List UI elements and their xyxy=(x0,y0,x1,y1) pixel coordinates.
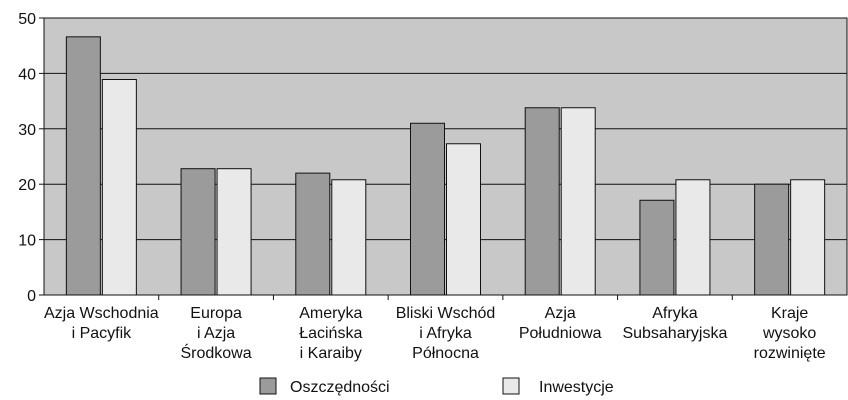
legend-swatch-inwestycje xyxy=(502,377,520,395)
x-category-label-line: Północna xyxy=(412,345,479,362)
x-category-label-line: i Afryka xyxy=(419,325,472,342)
bar-inwestycje xyxy=(216,168,252,296)
legend-swatch-oszczednosci xyxy=(259,377,277,395)
x-category-label-line: i Karaiby xyxy=(300,345,362,362)
x-category-label: Ameryka Łacińska i Karaiby xyxy=(299,305,362,362)
x-category-label-line: wysoko xyxy=(762,325,816,342)
x-category-label-line: Europa xyxy=(190,305,242,322)
bar-oszczednosci xyxy=(754,183,790,296)
x-category-label-line: Środkowa xyxy=(180,343,251,362)
bar-oszczednosci xyxy=(65,36,101,296)
bar-oszczednosci xyxy=(524,107,560,296)
x-category-label: Europa i Azja Środkowa xyxy=(180,305,251,362)
x-category-label-line: Azja xyxy=(545,305,576,322)
bar-inwestycje xyxy=(790,179,826,296)
x-category-label: Kraje wysoko rozwinięte xyxy=(754,305,826,362)
plot-area xyxy=(43,17,848,296)
bar-inwestycje xyxy=(331,179,367,296)
legend: Oszczędności Inwestycje xyxy=(259,377,614,396)
bar-oszczednosci xyxy=(410,122,445,296)
x-category-label-line: Azja Wschodnia xyxy=(44,305,159,322)
bar-oszczednosci xyxy=(639,199,675,296)
x-category-label: Bliski Wschód i Afryka Północna xyxy=(396,305,496,362)
x-category-label-line: Południowa xyxy=(519,325,602,342)
labels: 0 10 20 30 40 50 Azja Wschodnia i Pacyfik Europa… xyxy=(18,11,826,362)
y-tick-label: 40 xyxy=(18,66,36,83)
bar-oszczednosci xyxy=(295,172,331,296)
x-category-label-line: Subsaharyjska xyxy=(622,325,727,342)
x-category-label-line: rozwinięte xyxy=(754,345,826,362)
bar-inwestycje xyxy=(560,107,596,296)
x-category-label: Azja Wschodnia i Pacyfik xyxy=(44,305,159,342)
x-category-label: Azja Południowa xyxy=(519,305,602,342)
axes xyxy=(39,17,847,300)
bar-inwestycje xyxy=(446,143,481,296)
bar-inwestycje xyxy=(675,179,711,296)
y-tick-label: 10 xyxy=(18,233,36,250)
grid-lines xyxy=(44,72,847,241)
x-category-label-line: Ameryka xyxy=(299,305,362,322)
x-category-label-line: i Azja xyxy=(197,325,235,342)
x-category-label-line: Afryka xyxy=(652,305,697,322)
x-category-label-line: Bliski Wschód xyxy=(396,305,496,322)
bar-inwestycje xyxy=(101,78,137,296)
legend-label-oszczednosci: Oszczędności xyxy=(290,379,390,396)
y-tick-label: 0 xyxy=(27,288,36,305)
legend-label-inwestycje: Inwestycje xyxy=(539,379,614,396)
x-category-label: Afryka Subsaharyjska xyxy=(622,305,727,342)
bar-oszczednosci xyxy=(180,168,216,296)
x-category-label-line: i Pacyfik xyxy=(72,325,133,342)
x-category-label-line: Łacińska xyxy=(299,325,362,342)
y-tick-label: 50 xyxy=(18,11,36,28)
y-tick-label: 30 xyxy=(18,122,36,139)
y-tick-label: 20 xyxy=(18,177,36,194)
x-category-label-line: Kraje xyxy=(771,305,808,322)
